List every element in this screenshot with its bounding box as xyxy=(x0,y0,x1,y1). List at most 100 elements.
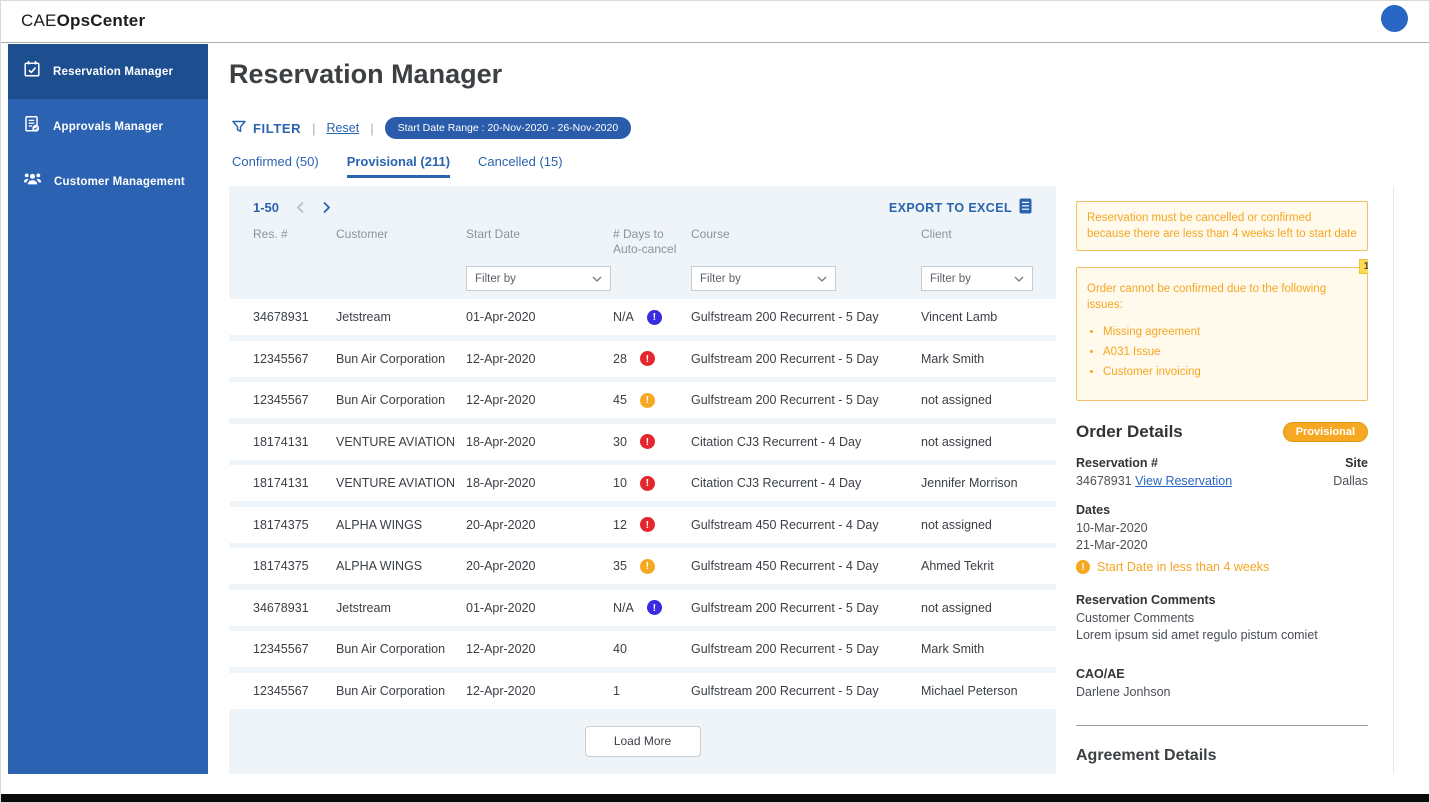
customer-cell: Jetstream xyxy=(336,600,391,615)
client-cell: Mark Smith xyxy=(921,642,985,656)
sidebar-item-approvals-manager[interactable]: Approvals Manager xyxy=(8,99,208,154)
order-issues-title: Order cannot be confirmed due to the fol… xyxy=(1087,283,1327,311)
order-details-heading: Order Details xyxy=(1076,422,1183,441)
res-number-cell: 18174375 xyxy=(253,517,309,532)
date-range-chip[interactable]: Start Date Range : 20-Nov-2020 - 26-Nov-… xyxy=(384,117,632,139)
column-filters-row: Filter by Filter by Filter by xyxy=(229,266,1056,291)
warning-alert-icon: ! xyxy=(639,392,655,408)
user-avatar[interactable] xyxy=(1381,5,1408,32)
start-date-cell: 18-Apr-2020 xyxy=(466,434,536,449)
bottom-bar xyxy=(1,794,1429,802)
reservation-number-value: 34678931 xyxy=(1076,474,1132,488)
tab-confirmed[interactable]: Confirmed (50) xyxy=(232,154,319,169)
res-number-cell: 12345567 xyxy=(253,642,309,656)
table-row[interactable]: 18174131 VENTURE AVIATION 18-Apr-2020 30! Ci… xyxy=(229,423,1056,460)
client-cell: not assigned xyxy=(921,517,992,532)
sidebar-item-reservation-manager[interactable]: Reservation Manager xyxy=(8,44,208,99)
funnel-icon xyxy=(232,120,246,137)
days-to-autocancel-cell: 10! xyxy=(613,475,691,491)
customer-cell: VENTURE AVIATION xyxy=(336,476,456,490)
table-toolbar: 1-50 EXPORT TO EXCEL xyxy=(229,186,1056,221)
course-filter-dropdown[interactable]: Filter by xyxy=(691,266,836,291)
app-header: CAEOpsCenter xyxy=(1,1,1429,43)
reset-link[interactable]: Reset xyxy=(326,121,360,135)
order-issues-box: Order cannot be confirmed due to the fol… xyxy=(1076,267,1368,401)
res-number-cell: 18174375 xyxy=(253,559,309,573)
course-cell: Gulfstream 200 Recurrent - 5 Day xyxy=(691,642,879,656)
table-row[interactable]: 12345567 Bun Air Corporation 12-Apr-2020 28… xyxy=(229,340,1056,377)
divider xyxy=(1076,725,1368,726)
tab-cancelled[interactable]: Cancelled (15) xyxy=(478,154,563,169)
days-to-autocancel-cell: 1 xyxy=(613,683,620,698)
course-cell: Citation CJ3 Recurrent - 4 Day xyxy=(691,476,862,490)
table-row[interactable]: 34678931 Jetstream 01-Apr-2020 N/A! Gulfstre… xyxy=(229,299,1056,335)
export-to-excel-button[interactable]: EXPORT TO EXCEL xyxy=(889,198,1032,217)
sidebar-item-label: Approvals Manager xyxy=(53,120,164,133)
sidebar-item-customer-management[interactable]: Customer Management xyxy=(8,154,208,209)
table-row[interactable]: 18174375 ALPHA WINGS 20-Apr-2020 12! Gulfstr… xyxy=(229,506,1056,543)
separator: | xyxy=(370,120,374,136)
filter-button[interactable]: FILTER xyxy=(232,120,301,137)
res-number-cell: 34678931 xyxy=(253,310,309,324)
res-number-cell: 18174131 xyxy=(253,476,309,490)
warning-alert-icon: ! xyxy=(639,558,655,574)
order-issues-container: 1 Order cannot be confirmed due to the f… xyxy=(1076,259,1368,401)
sidebar: Reservation Manager Approvals Manager Cu… xyxy=(8,44,208,774)
client-cell: Mark Smith xyxy=(921,351,985,366)
client-cell: not assigned xyxy=(921,434,992,449)
table-row[interactable]: 34678931 Jetstream 01-Apr-2020 N/A! Gulfstre… xyxy=(229,589,1056,626)
customer-cell: VENTURE AVIATION xyxy=(336,434,456,449)
prev-page-button[interactable] xyxy=(296,201,305,214)
filter-bar: FILTER | Reset | Start Date Range : 20-N… xyxy=(232,117,632,139)
export-label: EXPORT TO EXCEL xyxy=(888,200,1012,215)
start-date-cell: 01-Apr-2020 xyxy=(466,600,536,615)
brand-logo: CAEOpsCenter xyxy=(21,11,145,31)
table-row[interactable]: 18174131 VENTURE AVIATION 18-Apr-2020 10! Ci… xyxy=(229,465,1056,501)
days-to-autocancel-cell: 45! xyxy=(613,392,691,408)
error-alert-icon: ! xyxy=(639,517,655,532)
table-row[interactable]: 12345567 Bun Air Corporation 12-Apr-2020 40… xyxy=(229,631,1056,667)
date-from: 10-Mar-2020 xyxy=(1076,521,1148,535)
days-to-autocancel-cell: N/A! xyxy=(613,309,691,325)
table-row[interactable]: 12345567 Bun Air Corporation 12-Apr-2020 45… xyxy=(229,382,1056,418)
days-to-autocancel-cell: N/A! xyxy=(613,600,691,615)
issue-item: A031 Issue xyxy=(1103,344,1357,360)
start-date-cell: 20-Apr-2020 xyxy=(466,517,536,532)
days-to-autocancel-cell: 30! xyxy=(613,434,691,449)
customer-cell: Jetstream xyxy=(336,310,391,324)
start-date-cell: 12-Apr-2020 xyxy=(466,683,536,698)
order-details-header: Order Details Provisional xyxy=(1076,422,1368,442)
start-date-filter-dropdown[interactable]: Filter by xyxy=(466,266,611,291)
start-date-warning-text: Start Date in less than 4 weeks xyxy=(1097,560,1270,574)
client-cell: not assigned xyxy=(921,393,992,407)
client-filter-dropdown[interactable]: Filter by xyxy=(921,266,1033,291)
reservation-comments-block: Reservation Comments Customer Comments L… xyxy=(1076,593,1368,643)
separator: | xyxy=(312,120,316,136)
comments-line2: Lorem ipsum sid amet regulo pistum comie… xyxy=(1076,628,1318,642)
column-header-start-date: Start Date xyxy=(466,227,521,241)
customer-cell: ALPHA WINGS xyxy=(336,559,423,573)
course-cell: Gulfstream 450 Recurrent - 4 Day xyxy=(691,559,879,573)
days-to-autocancel-cell: 40 xyxy=(613,642,627,656)
client-cell: Ahmed Tekrit xyxy=(921,559,994,573)
pagination: 1-50 xyxy=(253,200,331,215)
next-page-button[interactable] xyxy=(322,201,331,214)
info-alert-icon: ! xyxy=(646,309,662,325)
view-reservation-link[interactable]: View Reservation xyxy=(1135,474,1233,488)
table-row[interactable]: 12345567 Bun Air Corporation 12-Apr-2020 1 G… xyxy=(229,672,1056,709)
issue-count-badge: 1 xyxy=(1359,259,1368,274)
dates-label: Dates xyxy=(1076,503,1111,517)
reservations-table: 1-50 EXPORT TO EXCEL Res. # Customer Sta… xyxy=(229,186,1056,774)
days-to-autocancel-cell: 28! xyxy=(613,351,691,366)
chevron-down-icon xyxy=(592,276,602,282)
tab-provisional[interactable]: Provisional (211) xyxy=(346,154,451,178)
chevron-down-icon xyxy=(1014,276,1024,282)
start-date-cell: 18-Apr-2020 xyxy=(466,476,536,490)
column-header-client: Client xyxy=(921,227,952,241)
table-row[interactable]: 18174375 ALPHA WINGS 20-Apr-2020 35! Gulfstr… xyxy=(229,548,1056,584)
reservation-number-label: Reservation # xyxy=(1076,456,1158,470)
issue-item: Missing agreement xyxy=(1103,324,1357,340)
load-more-button[interactable]: Load More xyxy=(584,725,701,757)
customer-cell: ALPHA WINGS xyxy=(336,517,423,532)
course-cell: Gulfstream 200 Recurrent - 5 Day xyxy=(691,683,879,698)
